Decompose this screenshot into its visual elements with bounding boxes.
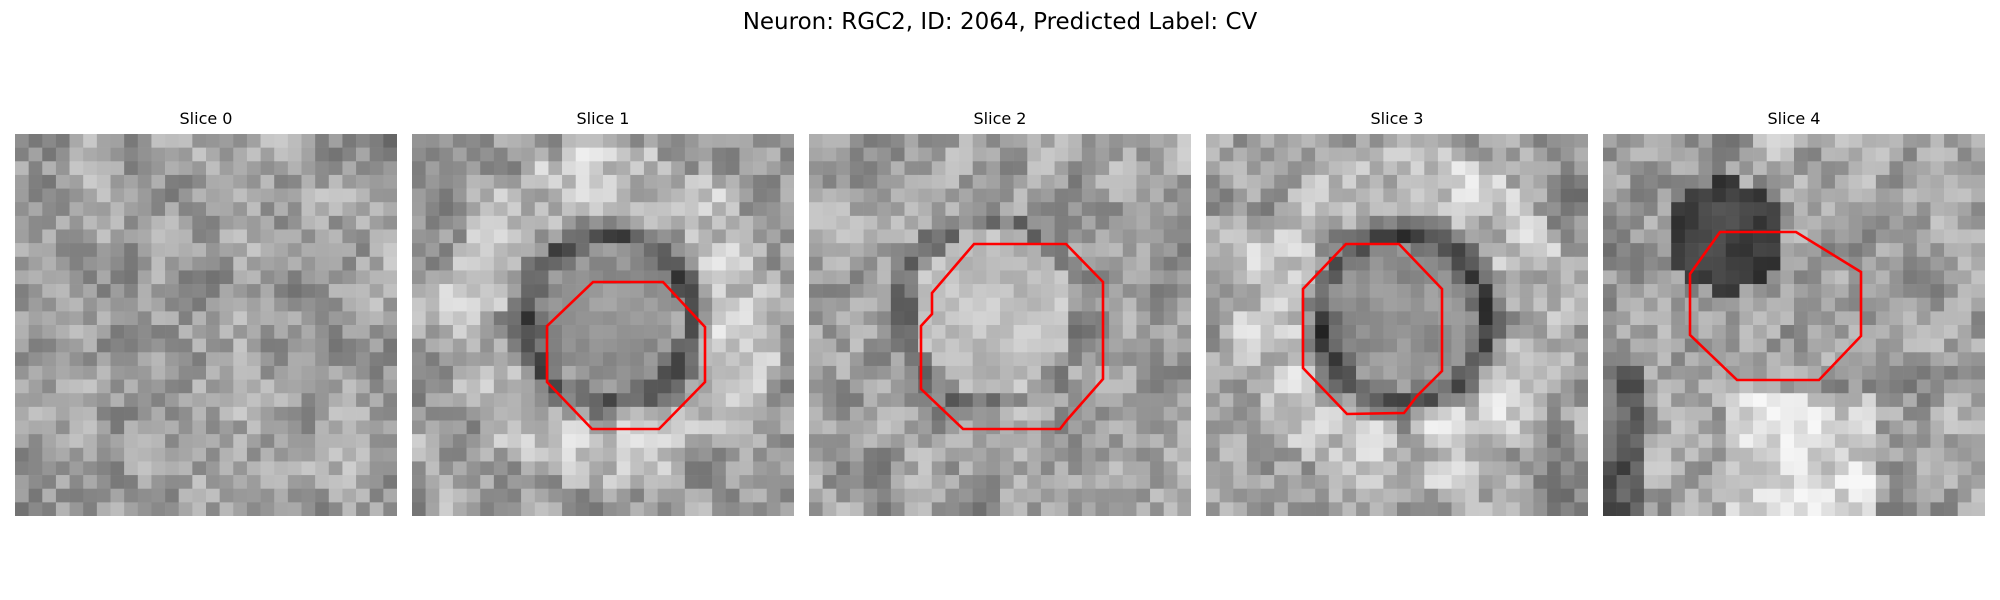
slice-image-4 xyxy=(1603,134,1985,516)
slice-title-0: Slice 0 xyxy=(179,109,233,128)
slice-image-2 xyxy=(809,134,1191,516)
nucleus-contour-3 xyxy=(1301,242,1444,416)
slice-image-0 xyxy=(15,134,397,516)
slice-title-3: Slice 3 xyxy=(1370,109,1424,128)
figure-title: Neuron: RGC2, ID: 2064, Predicted Label:… xyxy=(742,9,1258,35)
slice-title-2: Slice 2 xyxy=(973,109,1027,128)
nucleus-contour-1 xyxy=(545,280,707,431)
slice-image-3 xyxy=(1206,134,1588,516)
slice-image-1 xyxy=(412,134,794,516)
nucleus-contour-2 xyxy=(919,242,1105,431)
nucleus-contour-4 xyxy=(1688,230,1863,382)
slice-title-4: Slice 4 xyxy=(1767,109,1821,128)
slice-title-1: Slice 1 xyxy=(576,109,630,128)
